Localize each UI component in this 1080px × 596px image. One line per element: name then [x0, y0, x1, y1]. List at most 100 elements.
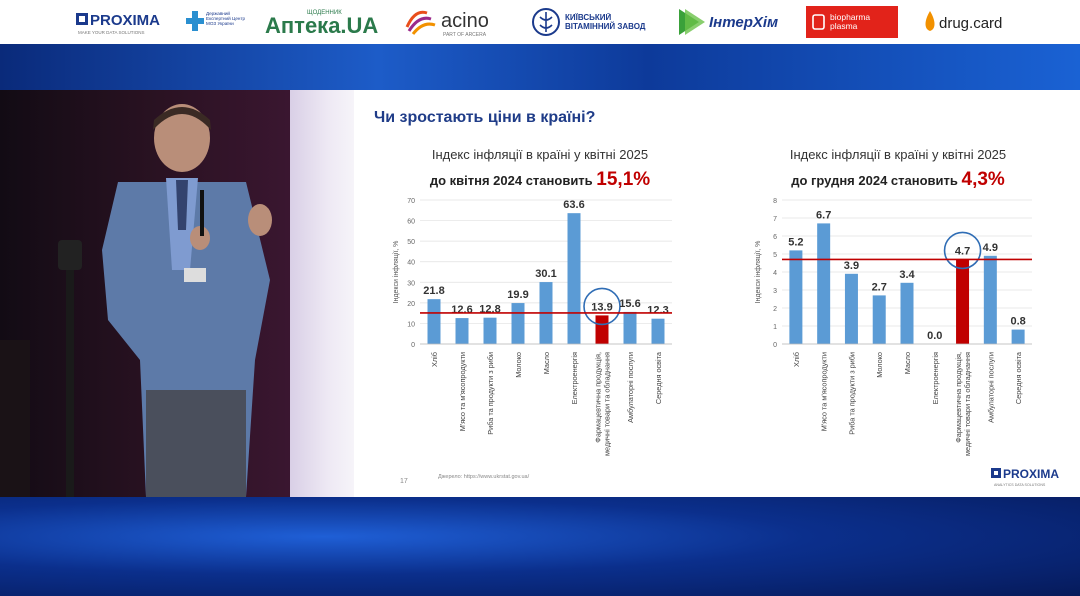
speaker-figure: [0, 104, 272, 497]
chart2-ytick-label: 8: [773, 198, 777, 205]
chart1-ytick-label: 60: [407, 219, 415, 226]
chart2-ytick-label: 0: [773, 342, 777, 349]
apteka-logo-graphic: ЩОДЕННИК Аптека.UA: [265, 10, 378, 38]
source-note: Джерело: https://www.ukrstat.gov.ua/: [438, 474, 530, 480]
chart2-data-label: 5.2: [788, 236, 803, 248]
chart2-category-label: Риба та продукти з риби: [847, 352, 856, 435]
chart1-category-label: Середня освіта: [654, 351, 663, 404]
chart2-ytick-label: 3: [773, 288, 777, 295]
chart1-data-label: 13.9: [591, 301, 612, 313]
chart2-data-label: 3.9: [844, 260, 859, 272]
proxima-text: PROXIMA: [90, 12, 160, 29]
chart1-data-label: 19.9: [507, 289, 528, 301]
chart1-title-value: 15,1%: [596, 169, 650, 190]
chart2-category-label: медичні товари та обладнання: [963, 352, 972, 456]
chart1: 0 10 20 30 40 50 60 70 Індекси інфляції, % 21.8 Хл…: [392, 198, 672, 456]
chart2-ytick-label: 7: [773, 216, 777, 223]
biopharma-logo: biopharma plasma: [806, 0, 898, 44]
chart2-data-label: 6.7: [816, 209, 831, 221]
chart1-bar: [567, 213, 581, 344]
chart1-ytick-label: 50: [407, 239, 415, 246]
chart2-title-line2: до грудня 2024 становить 4,3%: [791, 169, 1005, 190]
acino-logo-graphic: acino PART OF ARCERA: [405, 10, 489, 38]
chart1-bar: [427, 299, 441, 344]
dec-logo: Державний Експертний Центр МОЗ України: [186, 0, 248, 44]
drugcard-logo-graphic: drug.card: [925, 11, 1002, 32]
chart1-ytick-label: 40: [407, 260, 415, 267]
chart2-bar: [817, 223, 831, 344]
chart1-data-label: 63.6: [563, 199, 584, 211]
chart2-data-label: 4.9: [983, 242, 998, 254]
chart1-data-label: 21.8: [423, 285, 444, 297]
chart1-title-prefix: до квітня 2024 становить: [430, 173, 596, 188]
chart1-data-label: 15.6: [619, 298, 640, 310]
slide-left-edge: [290, 90, 354, 497]
kvz-text: КИЇВСЬКИЙ ВІТАМІННИЙ ЗАВОД: [565, 13, 646, 31]
chart1-title-line2: до квітня 2024 становить 15,1%: [430, 169, 650, 190]
footer-logo-mark-inner: [994, 471, 998, 475]
chart2-title-value: 4,3%: [962, 169, 1005, 190]
kvz-logo-graphic: КИЇВСЬКИЙ ВІТАМІННИЙ ЗАВОД: [532, 8, 646, 36]
kvz-logo: КИЇВСЬКИЙ ВІТАМІННИЙ ЗАВОД: [531, 0, 656, 44]
chart1-bar: [511, 303, 525, 344]
chart2-title-prefix: до грудня 2024 становить: [791, 173, 961, 188]
chart1-category-label: Фармацевтична продукція,: [594, 352, 603, 443]
chart1-data-label: 12.6: [451, 304, 472, 316]
chart2-bar: [844, 273, 858, 344]
chart1-ytick-label: 10: [407, 321, 415, 328]
acino-text: acino: [441, 10, 489, 32]
page-number: 17: [400, 478, 408, 485]
interchim-text: ІнтерХім: [709, 14, 778, 31]
bottom-decor-band: [0, 497, 1080, 596]
drugcard-logo: drug.card: [922, 0, 1022, 44]
chart2-ytick-label: 4: [773, 270, 777, 277]
slide-canvas: Чи зростають ціни в країні? Індекс інфля…: [374, 109, 1059, 487]
slide-title: Чи зростають ціни в країні?: [374, 109, 595, 126]
stage-area: [0, 90, 290, 497]
chart1-category-label: Амбулаторні послуги: [626, 352, 635, 423]
chart1-ytick-label: 20: [407, 301, 415, 308]
top-decor-band: [0, 44, 1080, 90]
chart1-title-line1: Індекс інфляції в країні у квітні 2025: [432, 147, 648, 162]
footer-logo-tagline: ANALYTICS DATA SOLUTIONS: [994, 483, 1046, 487]
chart2-category-label: Електроенергія: [931, 352, 940, 404]
chart2-data-label: 2.7: [872, 281, 887, 293]
chart1-category-label: Молоко: [514, 352, 523, 378]
chart1-category-label: Хліб: [430, 352, 439, 367]
apteka-top-text: ЩОДЕННИК: [307, 10, 342, 16]
chart2-ytick-label: 5: [773, 252, 777, 259]
chart2-data-label: 0.8: [1010, 316, 1025, 328]
chart2-category-label: Масло: [903, 352, 912, 374]
chart2-bar: [983, 255, 997, 344]
chart1-category-label: Електроенергія: [570, 352, 579, 404]
acino-logo: acino PART OF ARCERA: [405, 0, 510, 44]
chart1-ytick-label: 70: [407, 198, 415, 205]
proxima-tagline: MAKE YOUR DATA SOLUTIONS: [78, 30, 145, 35]
chart1-category-label: Масло: [542, 352, 551, 374]
chart2-category-label: Середня освіта: [1014, 351, 1023, 404]
sponsor-bar: PROXIMA MAKE YOUR DATA SOLUTIONS Державн…: [0, 0, 1080, 44]
chart1-category-label: Риба та продукти з риби: [486, 352, 495, 435]
chart2-data-label: 4.7: [955, 245, 970, 257]
chart1-category-label: М'ясо та м'ясопродукти: [458, 352, 467, 431]
apteka-text: Аптека.UA: [265, 13, 378, 38]
chart1-bar: [595, 315, 609, 344]
dec-text: Державний Експертний Центр МОЗ України: [206, 11, 246, 26]
chart2-data-label: 0.0: [927, 330, 942, 342]
proxima-logo-graphic: PROXIMA MAKE YOUR DATA SOLUTIONS: [76, 12, 160, 35]
chart2-ytick-label: 6: [773, 234, 777, 241]
chart2-highlight-circle: [943, 231, 982, 270]
chart2-bar: [900, 282, 914, 344]
chart1-bar: [455, 318, 469, 344]
apteka-logo: ЩОДЕННИК Аптека.UA: [265, 0, 390, 44]
footer-logo-text: PROXIMA: [1003, 467, 1059, 481]
chart2-bar: [789, 250, 803, 344]
footer-proxima-logo: PROXIMA ANALYTICS DATA SOLUTIONS: [991, 467, 1059, 487]
dec-logo-graphic: Державний Експертний Центр МОЗ України: [186, 11, 246, 31]
chart2-category-label: Фармацевтична продукція,: [954, 352, 963, 443]
chart2-category-label: М'ясо та м'ясопродукти: [820, 352, 829, 431]
acino-tagline: PART OF ARCERA: [443, 32, 487, 38]
chart2-ytick-label: 1: [773, 324, 777, 331]
chart1-ylabel: Індекси інфляції, %: [392, 241, 400, 304]
chart2: 0 1 2 3 4 5 6 7 8 Індекси інфляції, % 5.2 Хліб 6.7 М'…: [754, 198, 1032, 456]
